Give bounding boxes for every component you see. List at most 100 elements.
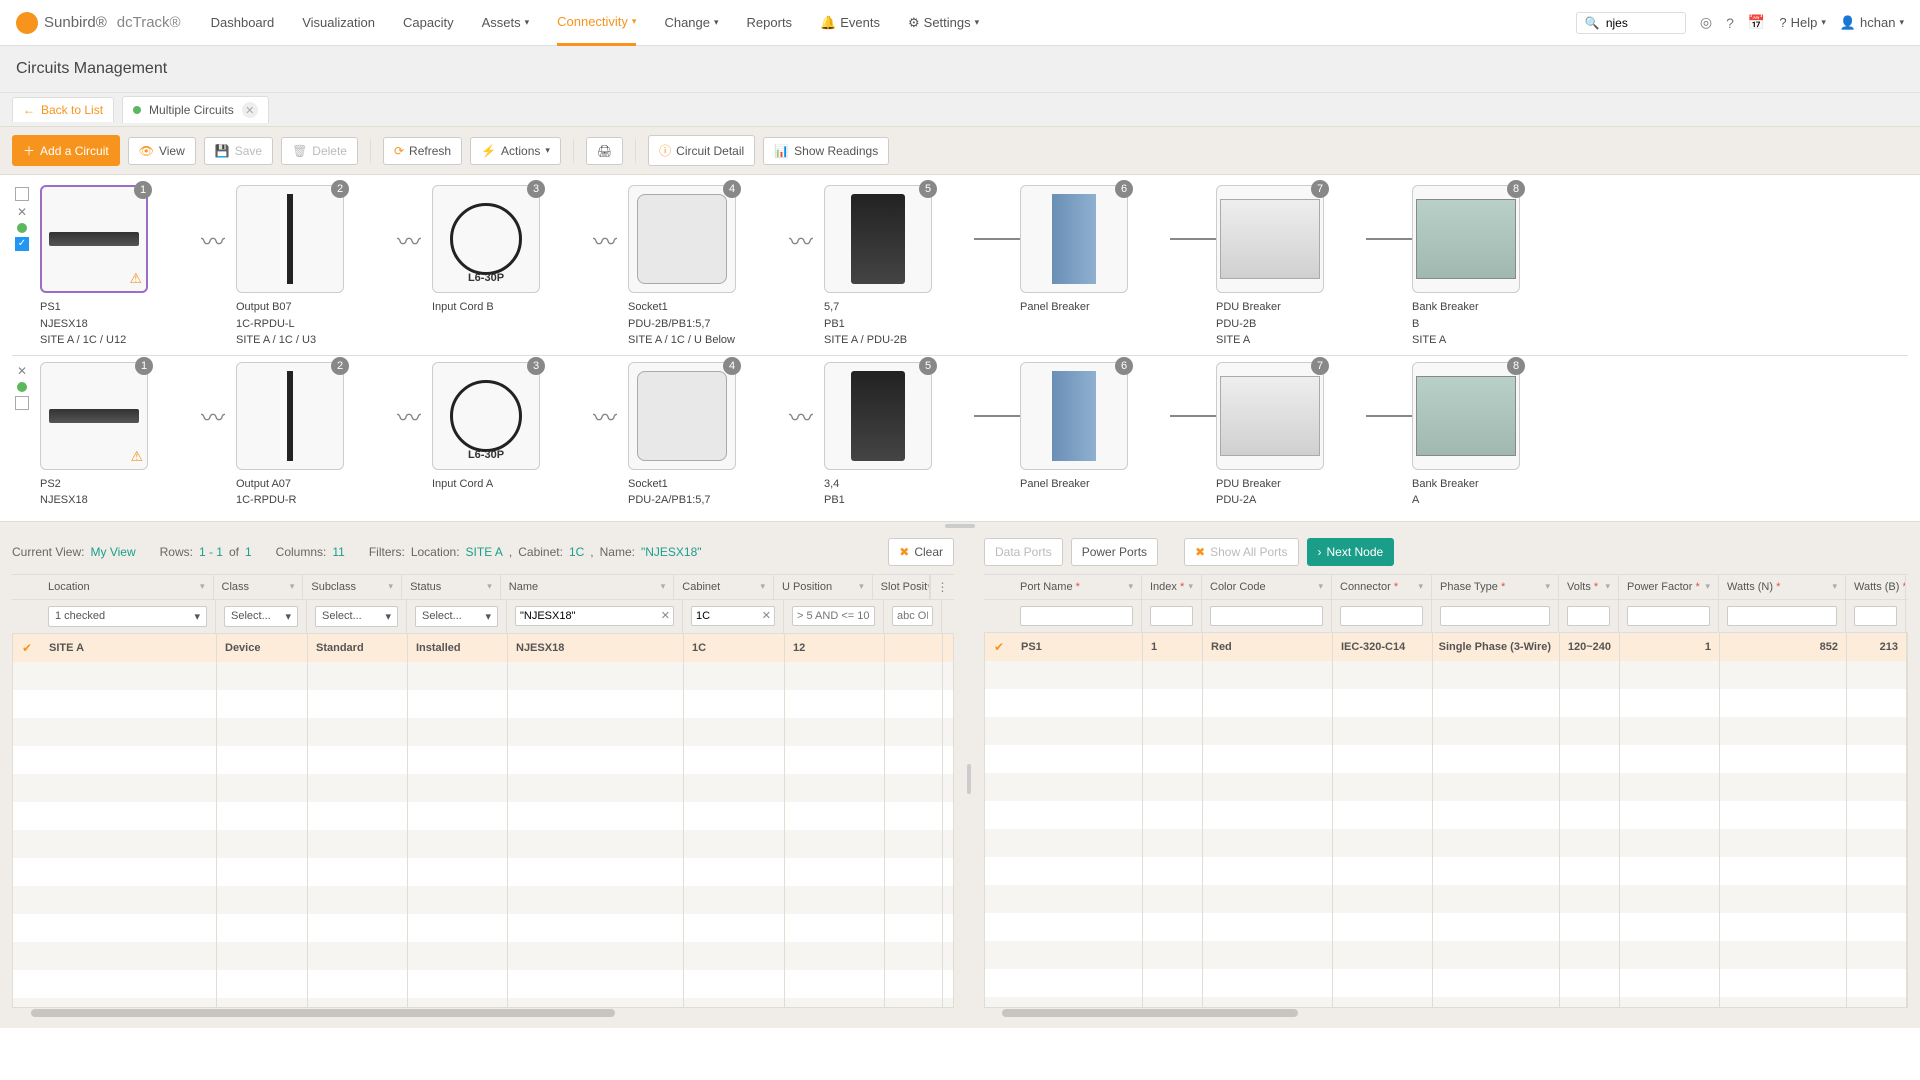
node-box[interactable]: 2 xyxy=(236,185,344,293)
node-box[interactable]: 3L6-30P xyxy=(432,185,540,293)
col-header[interactable]: Class▾ xyxy=(214,575,304,599)
node-box[interactable]: 5 xyxy=(824,185,932,293)
view-button[interactable]: 👁View xyxy=(128,137,196,165)
circuit-node[interactable]: 8Bank BreakerBSITE A xyxy=(1412,185,1562,349)
col-header[interactable]: Watts (B) *▾ xyxy=(1846,575,1906,599)
filter-input[interactable] xyxy=(1340,606,1423,626)
circuit-node[interactable]: 2Output A071C-RPDU-R xyxy=(236,362,386,509)
multiple-circuits-tab[interactable]: Multiple Circuits ✕ xyxy=(122,96,269,123)
filter-input[interactable] xyxy=(1727,606,1837,626)
node-box[interactable]: 4 xyxy=(628,362,736,470)
circuit-node[interactable]: 3L6-30PInput Cord A xyxy=(432,362,582,493)
circuit-node[interactable]: 6Panel Breaker xyxy=(1020,362,1170,493)
show-all-ports-button[interactable]: ✖Show All Ports xyxy=(1184,538,1298,566)
filter-input[interactable] xyxy=(1150,606,1193,626)
calendar-icon[interactable]: 📅 xyxy=(1748,14,1765,31)
h-scrollbar[interactable] xyxy=(984,1008,1908,1018)
col-header[interactable]: Index *▾ xyxy=(1142,575,1202,599)
circuit-node[interactable]: 55,7PB1SITE A / PDU-2B xyxy=(824,185,974,349)
clear-button[interactable]: ✖Clear xyxy=(888,538,954,566)
node-box[interactable]: 7 xyxy=(1216,362,1324,470)
filter-input[interactable] xyxy=(515,606,674,626)
nav-dashboard[interactable]: Dashboard xyxy=(211,0,275,46)
filter-input[interactable] xyxy=(792,606,875,626)
help-icon[interactable]: ? xyxy=(1726,15,1734,31)
circuit-node[interactable]: 53,4PB1 xyxy=(824,362,974,509)
node-box[interactable]: 1⚠ xyxy=(40,362,148,470)
help-menu[interactable]: ?Help▾ xyxy=(1779,1,1826,44)
nav-capacity[interactable]: Capacity xyxy=(403,0,454,46)
col-header[interactable]: Phase Type *▾ xyxy=(1432,575,1559,599)
remove-icon[interactable]: ✕ xyxy=(17,364,27,378)
node-box[interactable]: 1⚠ xyxy=(40,185,148,293)
circuit-node[interactable]: 7PDU BreakerPDU-2BSITE A xyxy=(1216,185,1366,349)
target-icon[interactable]: ◎ xyxy=(1700,14,1712,31)
nav-assets[interactable]: Assets▾ xyxy=(482,0,530,46)
table-row[interactable]: ✔PS11RedIEC-320-C14Single Phase (3-Wire)… xyxy=(985,633,1907,661)
power-ports-tab[interactable]: Power Ports xyxy=(1071,538,1158,566)
node-box[interactable]: 6 xyxy=(1020,185,1128,293)
filter-select[interactable]: Select...▾ xyxy=(315,606,398,627)
nav-visualization[interactable]: Visualization xyxy=(302,0,375,46)
col-header[interactable]: Port Name *▾ xyxy=(1012,575,1142,599)
actions-button[interactable]: ⚡Actions▾ xyxy=(470,137,561,165)
save-button[interactable]: 💾Save xyxy=(204,137,273,165)
col-header[interactable]: Cabinet▾ xyxy=(674,575,774,599)
node-box[interactable]: 8 xyxy=(1412,185,1520,293)
filter-input[interactable] xyxy=(1210,606,1323,626)
column-settings-icon[interactable]: ⋮ xyxy=(930,575,954,599)
col-header[interactable]: Watts (N) *▾ xyxy=(1719,575,1846,599)
check-header[interactable] xyxy=(984,575,1012,599)
clear-input-icon[interactable]: ✕ xyxy=(762,609,771,622)
filter-select[interactable]: Select...▾ xyxy=(415,606,498,627)
nav-events[interactable]: 🔔Events xyxy=(820,0,880,46)
node-box[interactable]: 3L6-30P xyxy=(432,362,540,470)
checkbox[interactable] xyxy=(15,187,29,201)
col-header[interactable]: U Position▾ xyxy=(774,575,873,599)
circuit-node[interactable]: 6Panel Breaker xyxy=(1020,185,1170,316)
col-header[interactable]: Status▾ xyxy=(402,575,501,599)
node-box[interactable]: 8 xyxy=(1412,362,1520,470)
col-header[interactable]: Volts *▾ xyxy=(1559,575,1619,599)
add-circuit-button[interactable]: ＋Add a Circuit xyxy=(12,135,120,166)
circuit-detail-button[interactable]: ⓘCircuit Detail xyxy=(648,135,755,166)
delete-button[interactable]: 🗑Delete xyxy=(281,137,358,165)
circuit-node[interactable]: 1⚠PS2NJESX18 xyxy=(40,362,190,509)
col-header[interactable]: Name▾ xyxy=(501,575,675,599)
filter-input[interactable] xyxy=(1440,606,1550,626)
checkbox-checked[interactable]: ✓ xyxy=(15,237,29,251)
close-tab-icon[interactable]: ✕ xyxy=(242,102,258,118)
filter-input[interactable] xyxy=(892,606,933,626)
table-row[interactable]: ✔SITE ADeviceStandardInstalledNJESX181C1… xyxy=(13,634,953,662)
col-header[interactable]: Slot Posit▾ xyxy=(873,575,930,599)
filter-select[interactable]: 1 checked▾ xyxy=(48,606,207,627)
search-input[interactable] xyxy=(1606,16,1676,30)
remove-icon[interactable]: ✕ xyxy=(17,205,27,219)
filter-input[interactable] xyxy=(1567,606,1610,626)
nav-connectivity[interactable]: Connectivity▾ xyxy=(557,0,636,46)
filter-input[interactable] xyxy=(1020,606,1133,626)
col-header[interactable]: Color Code▾ xyxy=(1202,575,1332,599)
filter-input[interactable] xyxy=(1627,606,1710,626)
data-ports-tab[interactable]: Data Ports xyxy=(984,538,1063,566)
horizontal-splitter[interactable] xyxy=(0,522,1920,530)
node-box[interactable]: 4 xyxy=(628,185,736,293)
node-box[interactable]: 5 xyxy=(824,362,932,470)
clear-input-icon[interactable]: ✕ xyxy=(661,609,670,622)
global-search[interactable]: 🔍 xyxy=(1576,12,1686,34)
nav-change[interactable]: Change▾ xyxy=(664,0,718,46)
circuit-node[interactable]: 8Bank BreakerA xyxy=(1412,362,1562,509)
nav-settings[interactable]: ⚙Settings▾ xyxy=(908,0,979,46)
back-to-list-tab[interactable]: ← Back to List xyxy=(12,97,114,122)
print-button[interactable]: 🖨 xyxy=(586,137,623,165)
node-box[interactable]: 7 xyxy=(1216,185,1324,293)
col-header[interactable]: Power Factor *▾ xyxy=(1619,575,1719,599)
circuit-node[interactable]: 3L6-30PInput Cord B xyxy=(432,185,582,316)
node-box[interactable]: 2 xyxy=(236,362,344,470)
user-menu[interactable]: 👤hchan▾ xyxy=(1840,1,1904,45)
circuit-node[interactable]: 2Output B071C-RPDU-LSITE A / 1C / U3 xyxy=(236,185,386,349)
checkbox[interactable] xyxy=(15,396,29,410)
h-scrollbar[interactable] xyxy=(12,1008,954,1018)
circuit-node[interactable]: 4Socket1PDU-2B/PB1:5,7SITE A / 1C / U Be… xyxy=(628,185,778,349)
refresh-button[interactable]: ⟳Refresh xyxy=(383,137,462,165)
